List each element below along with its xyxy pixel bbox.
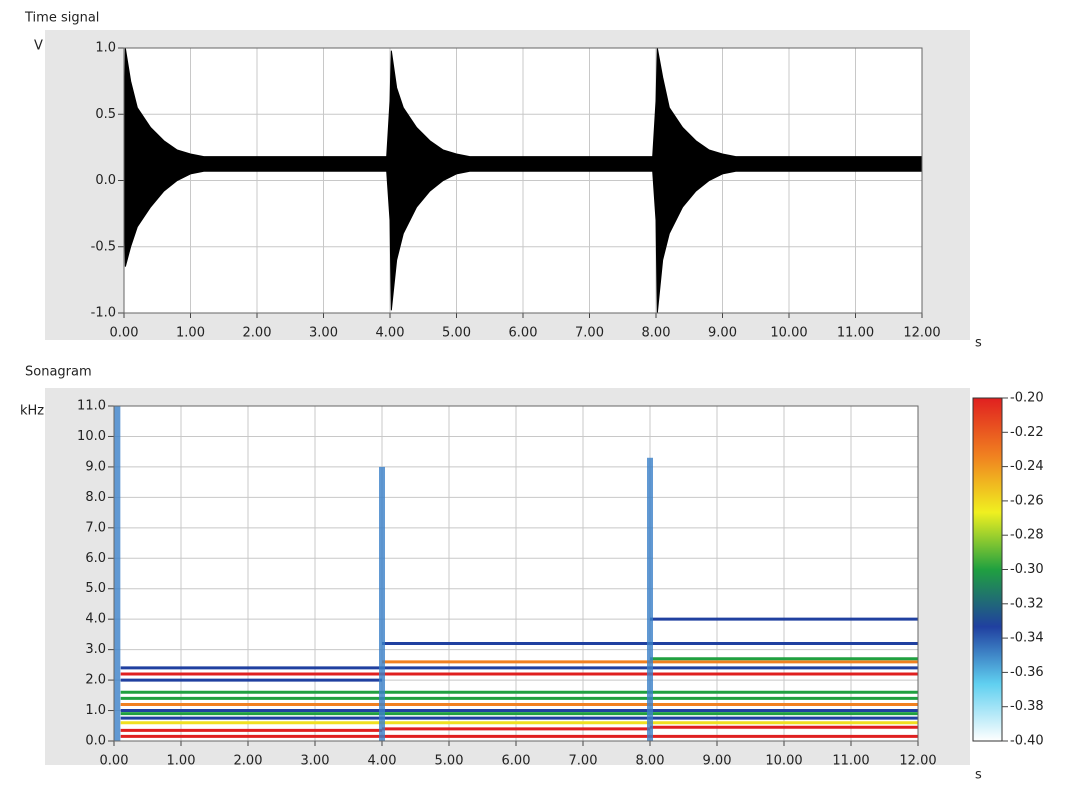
x-tick-label: 1.00 bbox=[167, 754, 196, 769]
x-tick-label: 5.00 bbox=[435, 754, 464, 769]
colorbar-tick-label: -0.26 bbox=[1010, 493, 1044, 508]
screen: Time signal V s Sonagram kHz s 0.00 1.00 2… bbox=[0, 0, 1066, 785]
colorbar-tick-label: -0.20 bbox=[1010, 391, 1044, 406]
x-tick-label: 6.00 bbox=[509, 326, 538, 341]
y-axis-label: kHz bbox=[20, 404, 44, 419]
x-tick-label: 12.00 bbox=[899, 754, 936, 769]
x-tick-label: 0.00 bbox=[100, 754, 129, 769]
y-tick-label: 0.5 bbox=[95, 107, 116, 122]
x-tick-label: 9.00 bbox=[703, 754, 732, 769]
x-tick-label: 10.00 bbox=[770, 326, 807, 341]
y-tick-label: 1.0 bbox=[85, 703, 106, 718]
x-tick-label: 10.00 bbox=[765, 754, 802, 769]
onset-burst bbox=[647, 458, 653, 741]
colorbar-tick-label: -0.32 bbox=[1010, 596, 1044, 611]
x-tick-label: 11.00 bbox=[837, 326, 874, 341]
colorbar-tick-label: -0.38 bbox=[1010, 699, 1044, 714]
x-tick-label: 9.00 bbox=[708, 326, 737, 341]
chart-title: Sonagram bbox=[25, 365, 92, 380]
y-tick-label: 0.0 bbox=[85, 734, 106, 749]
y-tick-label: 6.0 bbox=[85, 551, 106, 566]
y-tick-label: 2.0 bbox=[85, 673, 106, 688]
x-tick-label: 12.00 bbox=[903, 326, 940, 341]
x-tick-label: 3.00 bbox=[301, 754, 330, 769]
x-axis-label: s bbox=[975, 768, 982, 783]
y-tick-label: 9.0 bbox=[85, 459, 106, 474]
colorbar-tick-label: -0.40 bbox=[1010, 734, 1044, 749]
colorbar-tick-label: -0.34 bbox=[1010, 631, 1044, 646]
x-tick-label: 2.00 bbox=[243, 326, 272, 341]
y-tick-label: 10.0 bbox=[77, 429, 106, 444]
colorbar-tick-label: -0.24 bbox=[1010, 459, 1044, 474]
y-tick-label: -0.5 bbox=[91, 239, 116, 254]
colorbar-tick-label: -0.30 bbox=[1010, 562, 1044, 577]
y-tick-label: 4.0 bbox=[85, 612, 106, 627]
x-tick-label: 4.00 bbox=[368, 754, 397, 769]
colorbar bbox=[973, 398, 1002, 741]
y-tick-label: 11.0 bbox=[77, 399, 106, 414]
x-tick-label: 2.00 bbox=[234, 754, 263, 769]
y-tick-label: 7.0 bbox=[85, 520, 106, 535]
x-tick-label: 8.00 bbox=[636, 754, 665, 769]
y-tick-label: 0.0 bbox=[95, 173, 116, 188]
x-axis-label: s bbox=[975, 336, 982, 351]
colorbar-tick-label: -0.28 bbox=[1010, 528, 1044, 543]
x-tick-label: 8.00 bbox=[642, 326, 671, 341]
x-tick-label: 4.00 bbox=[376, 326, 405, 341]
y-tick-label: -1.0 bbox=[91, 306, 116, 321]
colorbar-tick-label: -0.36 bbox=[1010, 665, 1044, 680]
y-tick-label: 3.0 bbox=[85, 642, 106, 657]
colorbar-tick-label: -0.22 bbox=[1010, 425, 1044, 440]
y-axis-label: V bbox=[34, 39, 43, 54]
y-tick-label: 5.0 bbox=[85, 581, 106, 596]
y-tick-label: 8.0 bbox=[85, 490, 106, 505]
x-tick-label: 3.00 bbox=[309, 326, 338, 341]
x-tick-label: 5.00 bbox=[442, 326, 471, 341]
x-tick-label: 0.00 bbox=[110, 326, 139, 341]
x-tick-label: 11.00 bbox=[832, 754, 869, 769]
x-tick-label: 6.00 bbox=[502, 754, 531, 769]
x-tick-label: 1.00 bbox=[176, 326, 205, 341]
onset-burst bbox=[114, 406, 120, 741]
chart-title: Time signal bbox=[24, 11, 99, 26]
x-tick-label: 7.00 bbox=[575, 326, 604, 341]
onset-burst bbox=[379, 467, 385, 741]
x-tick-label: 7.00 bbox=[569, 754, 598, 769]
y-tick-label: 1.0 bbox=[95, 41, 116, 56]
